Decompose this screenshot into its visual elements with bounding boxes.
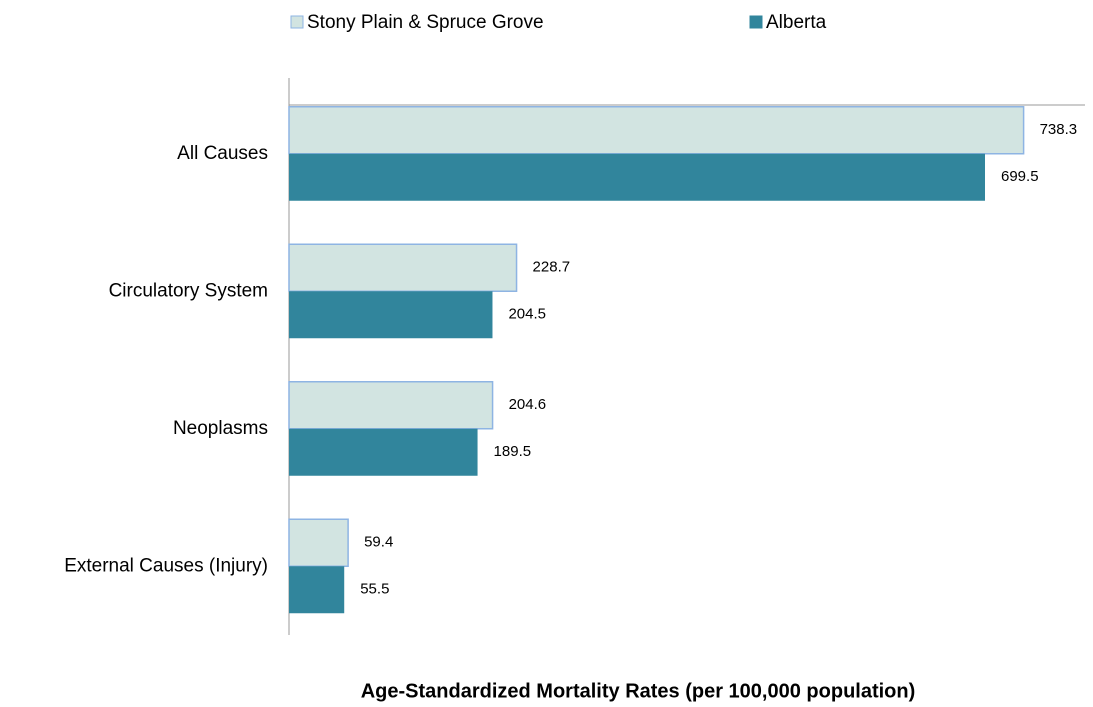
- value-label: 189.5: [494, 443, 532, 460]
- bar: [288, 106, 1025, 155]
- value-label: 55.5: [360, 581, 389, 598]
- y-tick-label: All Causes: [177, 143, 268, 164]
- value-label: 738.3: [1040, 121, 1078, 138]
- legend-label: Stony Plain & Spruce Grove: [307, 12, 544, 33]
- bar: [289, 291, 493, 339]
- value-label: 204.5: [508, 306, 546, 323]
- value-label: 59.4: [364, 534, 393, 551]
- bar: [288, 243, 518, 292]
- y-tick-label: Circulatory System: [109, 280, 268, 301]
- x-axis-title: Age-Standardized Mortality Rates (per 10…: [361, 680, 916, 702]
- bar: [289, 566, 345, 614]
- legend-swatch: [290, 15, 304, 29]
- legend-label: Alberta: [766, 12, 827, 33]
- bar: [289, 428, 478, 476]
- value-label: 699.5: [1001, 168, 1039, 185]
- bar: [288, 381, 494, 430]
- bar: [288, 518, 349, 567]
- value-label: 228.7: [533, 259, 571, 276]
- y-tick-label: External Causes (Injury): [64, 555, 268, 576]
- value-label: 204.6: [509, 396, 547, 413]
- y-tick-label: Neoplasms: [173, 418, 268, 439]
- legend-swatch: [749, 15, 763, 29]
- bar: [289, 153, 986, 201]
